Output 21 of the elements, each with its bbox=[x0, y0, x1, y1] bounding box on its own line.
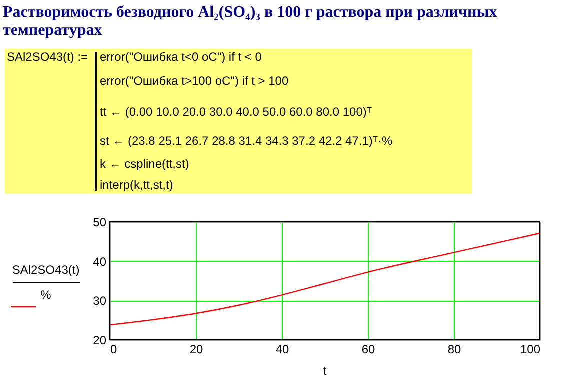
y-tick-label: 20 bbox=[93, 334, 107, 348]
text: SAl2SO43(t) := bbox=[7, 50, 88, 64]
text: interp(k,tt,st,t) bbox=[100, 178, 174, 192]
text: error("Ошибка t<0 oC") if t < 0 bbox=[100, 50, 262, 64]
x-tick-label: 20 bbox=[190, 342, 204, 356]
x-tick-label: 60 bbox=[362, 342, 376, 356]
text: error("Ошибка t>100 oC") if t > 100 bbox=[100, 74, 289, 88]
y-tick-label: 50 bbox=[93, 216, 107, 230]
line-series bbox=[109, 232, 541, 326]
y-axis-title: SAl2SO43(t) % bbox=[12, 263, 80, 302]
x-tick-label: 100 bbox=[520, 342, 541, 356]
x-tick-label: 40 bbox=[276, 342, 290, 356]
x-tick-label: 0 bbox=[110, 342, 118, 356]
text: k ← cspline(tt,st) bbox=[100, 157, 190, 171]
x-axis-title: t bbox=[323, 364, 328, 378]
chart-title: Растворимость безводного Al₂(SO₄)₃ в 100 г раствора при различных температурах bbox=[3, 4, 498, 39]
y-tick-label: 30 bbox=[93, 294, 107, 308]
text: st ← (23.8 25.1 26.7 28.8 31.4 34.3 37.2 42.2 47.1)ᵀ·% bbox=[100, 134, 394, 148]
x-tick-label: 80 bbox=[448, 342, 462, 356]
y-tick-label: 40 bbox=[93, 254, 107, 269]
text: tt ← (0.00 10.0 20.0 30.0 40.0 50.0 60.0 80.0 100)ᵀ bbox=[100, 105, 372, 119]
